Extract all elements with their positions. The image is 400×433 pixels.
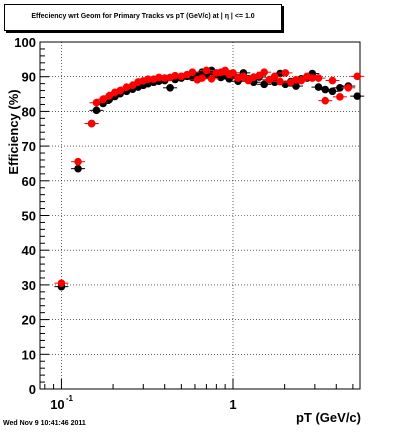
grid-lines [40,42,360,389]
y-tick-label: 70 [22,139,36,154]
data-point-red [257,68,272,76]
data-point-black [71,164,86,173]
data-point-red [325,76,340,85]
data-point-red [89,98,104,107]
data-point-red [267,72,282,81]
data-point-red [113,86,128,95]
y-tick-label: 20 [22,313,36,328]
y-tick-label: 50 [22,209,36,224]
y-tick-label: 10 [22,347,36,362]
data-point-black [163,84,178,92]
data-point-red [84,119,99,128]
timestamp: Wed Nov 9 10:41:46 2011 [3,420,86,427]
data-point-red [311,74,326,82]
data-point-red [318,96,333,105]
data-point-black [350,92,365,100]
data-series [54,66,365,291]
y-tick-label: 90 [22,70,36,85]
y-tick-label: 100 [14,35,36,50]
x-axis-label: pT (GeV/c) [296,410,361,425]
title-box: Effeciency wrt Geom for Primary Tracks v… [4,4,282,31]
data-point-black [325,87,340,96]
data-point-red [185,68,200,76]
data-point-red [350,72,365,81]
data-point-black [89,106,104,115]
data-point-black [257,80,272,89]
data-point-red [278,69,293,77]
y-tick-label: 0 [29,382,36,397]
data-point-red [199,66,214,75]
y-tick-label: 40 [22,243,36,258]
y-tick-label: 80 [22,104,36,119]
data-point-red [294,76,309,85]
x-tick-label: 10 [50,397,64,412]
data-point-red [204,74,219,83]
y-tick-label: 30 [22,278,36,293]
data-point-red [195,74,210,82]
x-tick-label-exponent: -1 [66,394,74,403]
y-tick-label: 60 [22,174,36,189]
data-point-red [71,157,86,166]
data-point-red [54,279,69,287]
data-point-black [289,82,304,90]
y-axis-label: Efficiency (%) [6,89,21,174]
data-point-red [273,77,288,86]
data-point-red [332,93,347,101]
data-point-red [341,84,356,92]
x-tick-label: 1 [229,397,236,412]
data-point-red [225,69,240,77]
data-point-red [236,72,251,81]
series-red [54,66,365,287]
chart-title: Effeciency wrt Geom for Primary Tracks v… [31,13,255,20]
